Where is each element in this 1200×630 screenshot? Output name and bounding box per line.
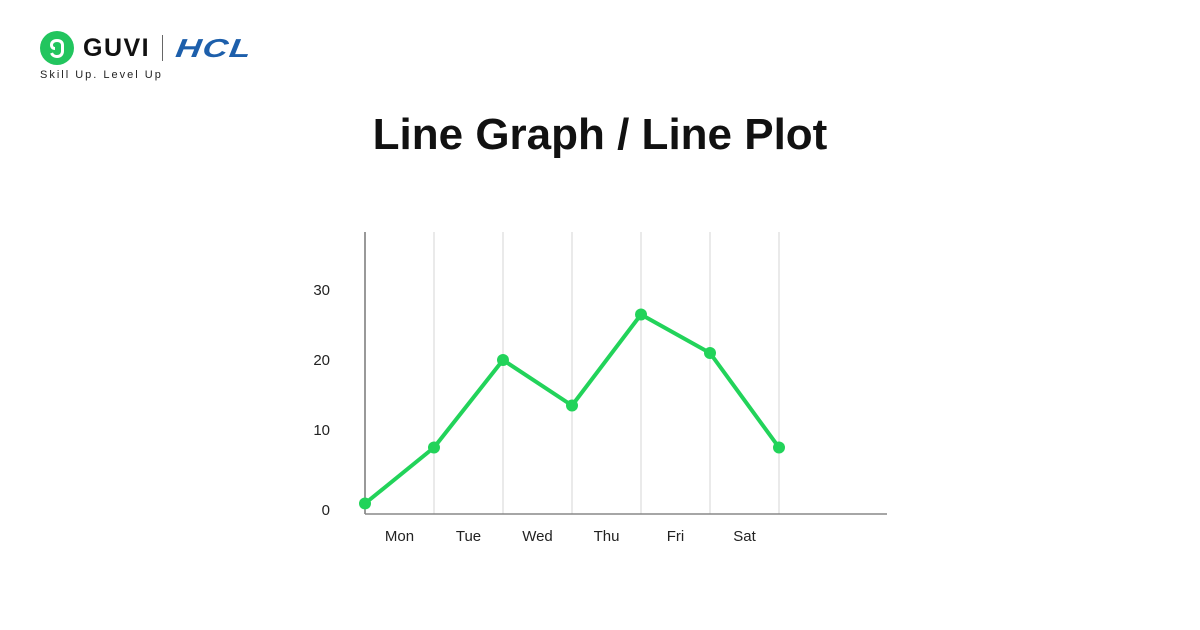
data-point [704,347,716,359]
brand-tagline: Skill Up. Level Up [40,69,163,81]
grid-layer [433,232,780,514]
x-tick-label: Wed [522,528,553,545]
y-tick-label: 10 [313,422,330,439]
data-point [566,399,578,412]
y-tick-label: 20 [313,352,330,369]
y-tick-label: 0 [322,502,330,519]
x-tick-label: Mon [385,528,414,545]
x-tick-label: Tue [456,528,481,545]
series-layer [359,308,785,510]
y-tick-label: 30 [313,282,330,299]
brand-divider [162,35,164,61]
data-point [497,354,509,366]
x-tick-labels: Mon Tue Wed Thu Fri Sat [385,528,757,545]
x-tick-label: Sat [733,528,756,545]
brand-row: GUVI HCL [40,30,340,66]
data-point [635,308,647,321]
guvi-logo-icon [40,31,74,65]
y-tick-labels: 0 10 20 30 [313,282,330,519]
guvi-wordmark: GUVI [83,33,151,62]
x-tick-label: Thu [594,528,620,545]
brand-header: GUVI HCL Skill Up. Level Up [40,30,340,90]
chart-title: Line Graph / Line Plot [372,110,828,159]
x-tick-label: Fri [667,528,685,545]
data-point [359,497,371,510]
data-point [773,441,785,454]
data-point [428,441,440,454]
